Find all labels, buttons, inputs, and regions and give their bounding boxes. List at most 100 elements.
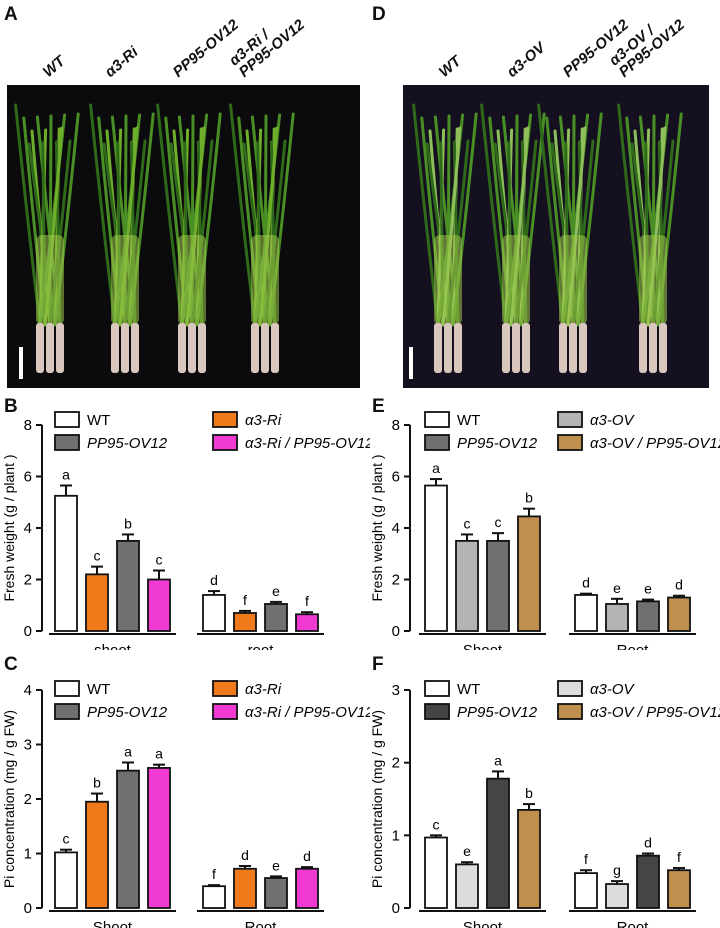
legend-swatch — [424, 680, 450, 697]
significance-letter: d — [210, 572, 218, 588]
significance-letter: d — [303, 848, 311, 864]
bar — [636, 854, 660, 909]
panel-label-d: D — [372, 4, 386, 25]
bar — [636, 600, 660, 632]
plant-root — [569, 323, 577, 373]
legend-label: PP95-OV12 — [87, 704, 168, 721]
y-tick-label: 2 — [392, 755, 400, 772]
bar — [455, 539, 479, 632]
plant-root — [198, 323, 206, 373]
y-tick-label: 3 — [392, 682, 400, 699]
plant-root — [454, 323, 462, 373]
significance-letter: a — [62, 467, 70, 483]
y-axis-label: Pi concentration (mg / g FW) — [369, 710, 385, 888]
legend-swatch — [54, 411, 80, 428]
plant-stem — [36, 235, 64, 325]
legend-label: α3-Ri / PP95-OV12 — [245, 704, 370, 721]
plant-root — [131, 323, 139, 373]
plant-cluster — [480, 103, 546, 373]
panel-label-c: C — [4, 654, 18, 675]
significance-letter: c — [156, 551, 163, 567]
plant-stem — [251, 235, 279, 325]
legend-swatch — [557, 680, 583, 697]
legend-swatch — [54, 434, 80, 451]
plant-root — [251, 323, 259, 373]
scale-bar — [409, 347, 413, 379]
bar — [116, 539, 140, 632]
plant-cluster — [156, 103, 222, 373]
plant-root — [579, 323, 587, 373]
bar — [85, 573, 109, 632]
legend-label: WT — [457, 681, 480, 698]
y-tick-label: 0 — [392, 900, 400, 917]
significance-letter: d — [241, 847, 249, 863]
plant-root — [522, 323, 530, 373]
significance-letter: b — [124, 515, 132, 531]
bar — [424, 836, 448, 909]
bar — [455, 863, 479, 909]
x-group-label: shoot — [94, 642, 132, 650]
significance-letter: b — [525, 785, 533, 801]
bar — [605, 883, 629, 909]
bar — [517, 808, 541, 909]
significance-letter: e — [644, 581, 652, 597]
chart-f-pi-concentration: 0 1 2 3 Pi concentration (mg / g FW) Shoot Roo… — [369, 680, 720, 928]
x-group-label: Root — [617, 919, 650, 928]
legend-swatch — [212, 703, 238, 720]
y-tick-label: 2 — [24, 791, 32, 808]
significance-letter: f — [584, 851, 588, 867]
bar — [295, 867, 319, 909]
plant-stem — [559, 235, 587, 325]
plant-root — [639, 323, 647, 373]
scale-bar — [19, 347, 23, 379]
bar — [486, 777, 510, 909]
y-tick-label: 2 — [24, 572, 32, 589]
bar — [486, 539, 510, 632]
plant-stem — [639, 235, 667, 325]
y-tick-label: 3 — [24, 737, 32, 754]
legend: WT PP95-OV12 α3-Ri α3-Ri / PP95-OV12 — [54, 680, 370, 721]
bar — [574, 594, 598, 632]
legend-label: WT — [87, 412, 110, 429]
significance-letter: f — [677, 849, 681, 865]
plant-cluster — [617, 103, 683, 373]
legend-swatch — [212, 434, 238, 451]
bar — [424, 484, 448, 632]
plant-root — [649, 323, 657, 373]
bar — [85, 800, 109, 909]
y-tick-label: 6 — [392, 469, 400, 486]
significance-letter: c — [464, 515, 471, 531]
x-group-label: Shoot — [463, 919, 503, 928]
bar — [54, 851, 78, 909]
x-group-label: root — [248, 642, 275, 650]
bar — [517, 515, 541, 632]
plant-root — [512, 323, 520, 373]
significance-letter: f — [212, 866, 216, 882]
plant-stem — [502, 235, 530, 325]
axes: 0 1 2 3 4 Pi concentration (mg / g FW) Shoot Ro… — [1, 682, 324, 928]
legend: WT PP95-OV12 α3-OV α3-OV / PP95-OV12 — [424, 680, 720, 721]
bar — [147, 767, 171, 909]
bar — [295, 613, 319, 632]
bar — [264, 877, 288, 909]
plant-stem — [434, 235, 462, 325]
bar — [574, 872, 598, 909]
significance-letter: a — [124, 743, 132, 759]
y-tick-label: 1 — [24, 846, 32, 863]
bar — [147, 578, 171, 632]
plant-cluster — [412, 103, 478, 373]
plant-root — [261, 323, 269, 373]
legend-swatch — [54, 703, 80, 720]
y-tick-label: 0 — [24, 623, 32, 640]
plant-cluster — [537, 103, 603, 373]
legend-label: WT — [87, 681, 110, 698]
plant-root — [36, 323, 44, 373]
legend-swatch — [212, 680, 238, 697]
y-tick-label: 0 — [392, 623, 400, 640]
legend-label: α3-OV / PP95-OV12 — [590, 704, 720, 721]
plant-root — [121, 323, 129, 373]
plant-photo-a-drawing — [7, 85, 360, 388]
significance-letter: c — [495, 514, 502, 530]
significance-letter: e — [613, 580, 621, 596]
photo-a-genotype-a3ri-pp95: α3-Ri / PP95-OV12 — [226, 6, 308, 80]
